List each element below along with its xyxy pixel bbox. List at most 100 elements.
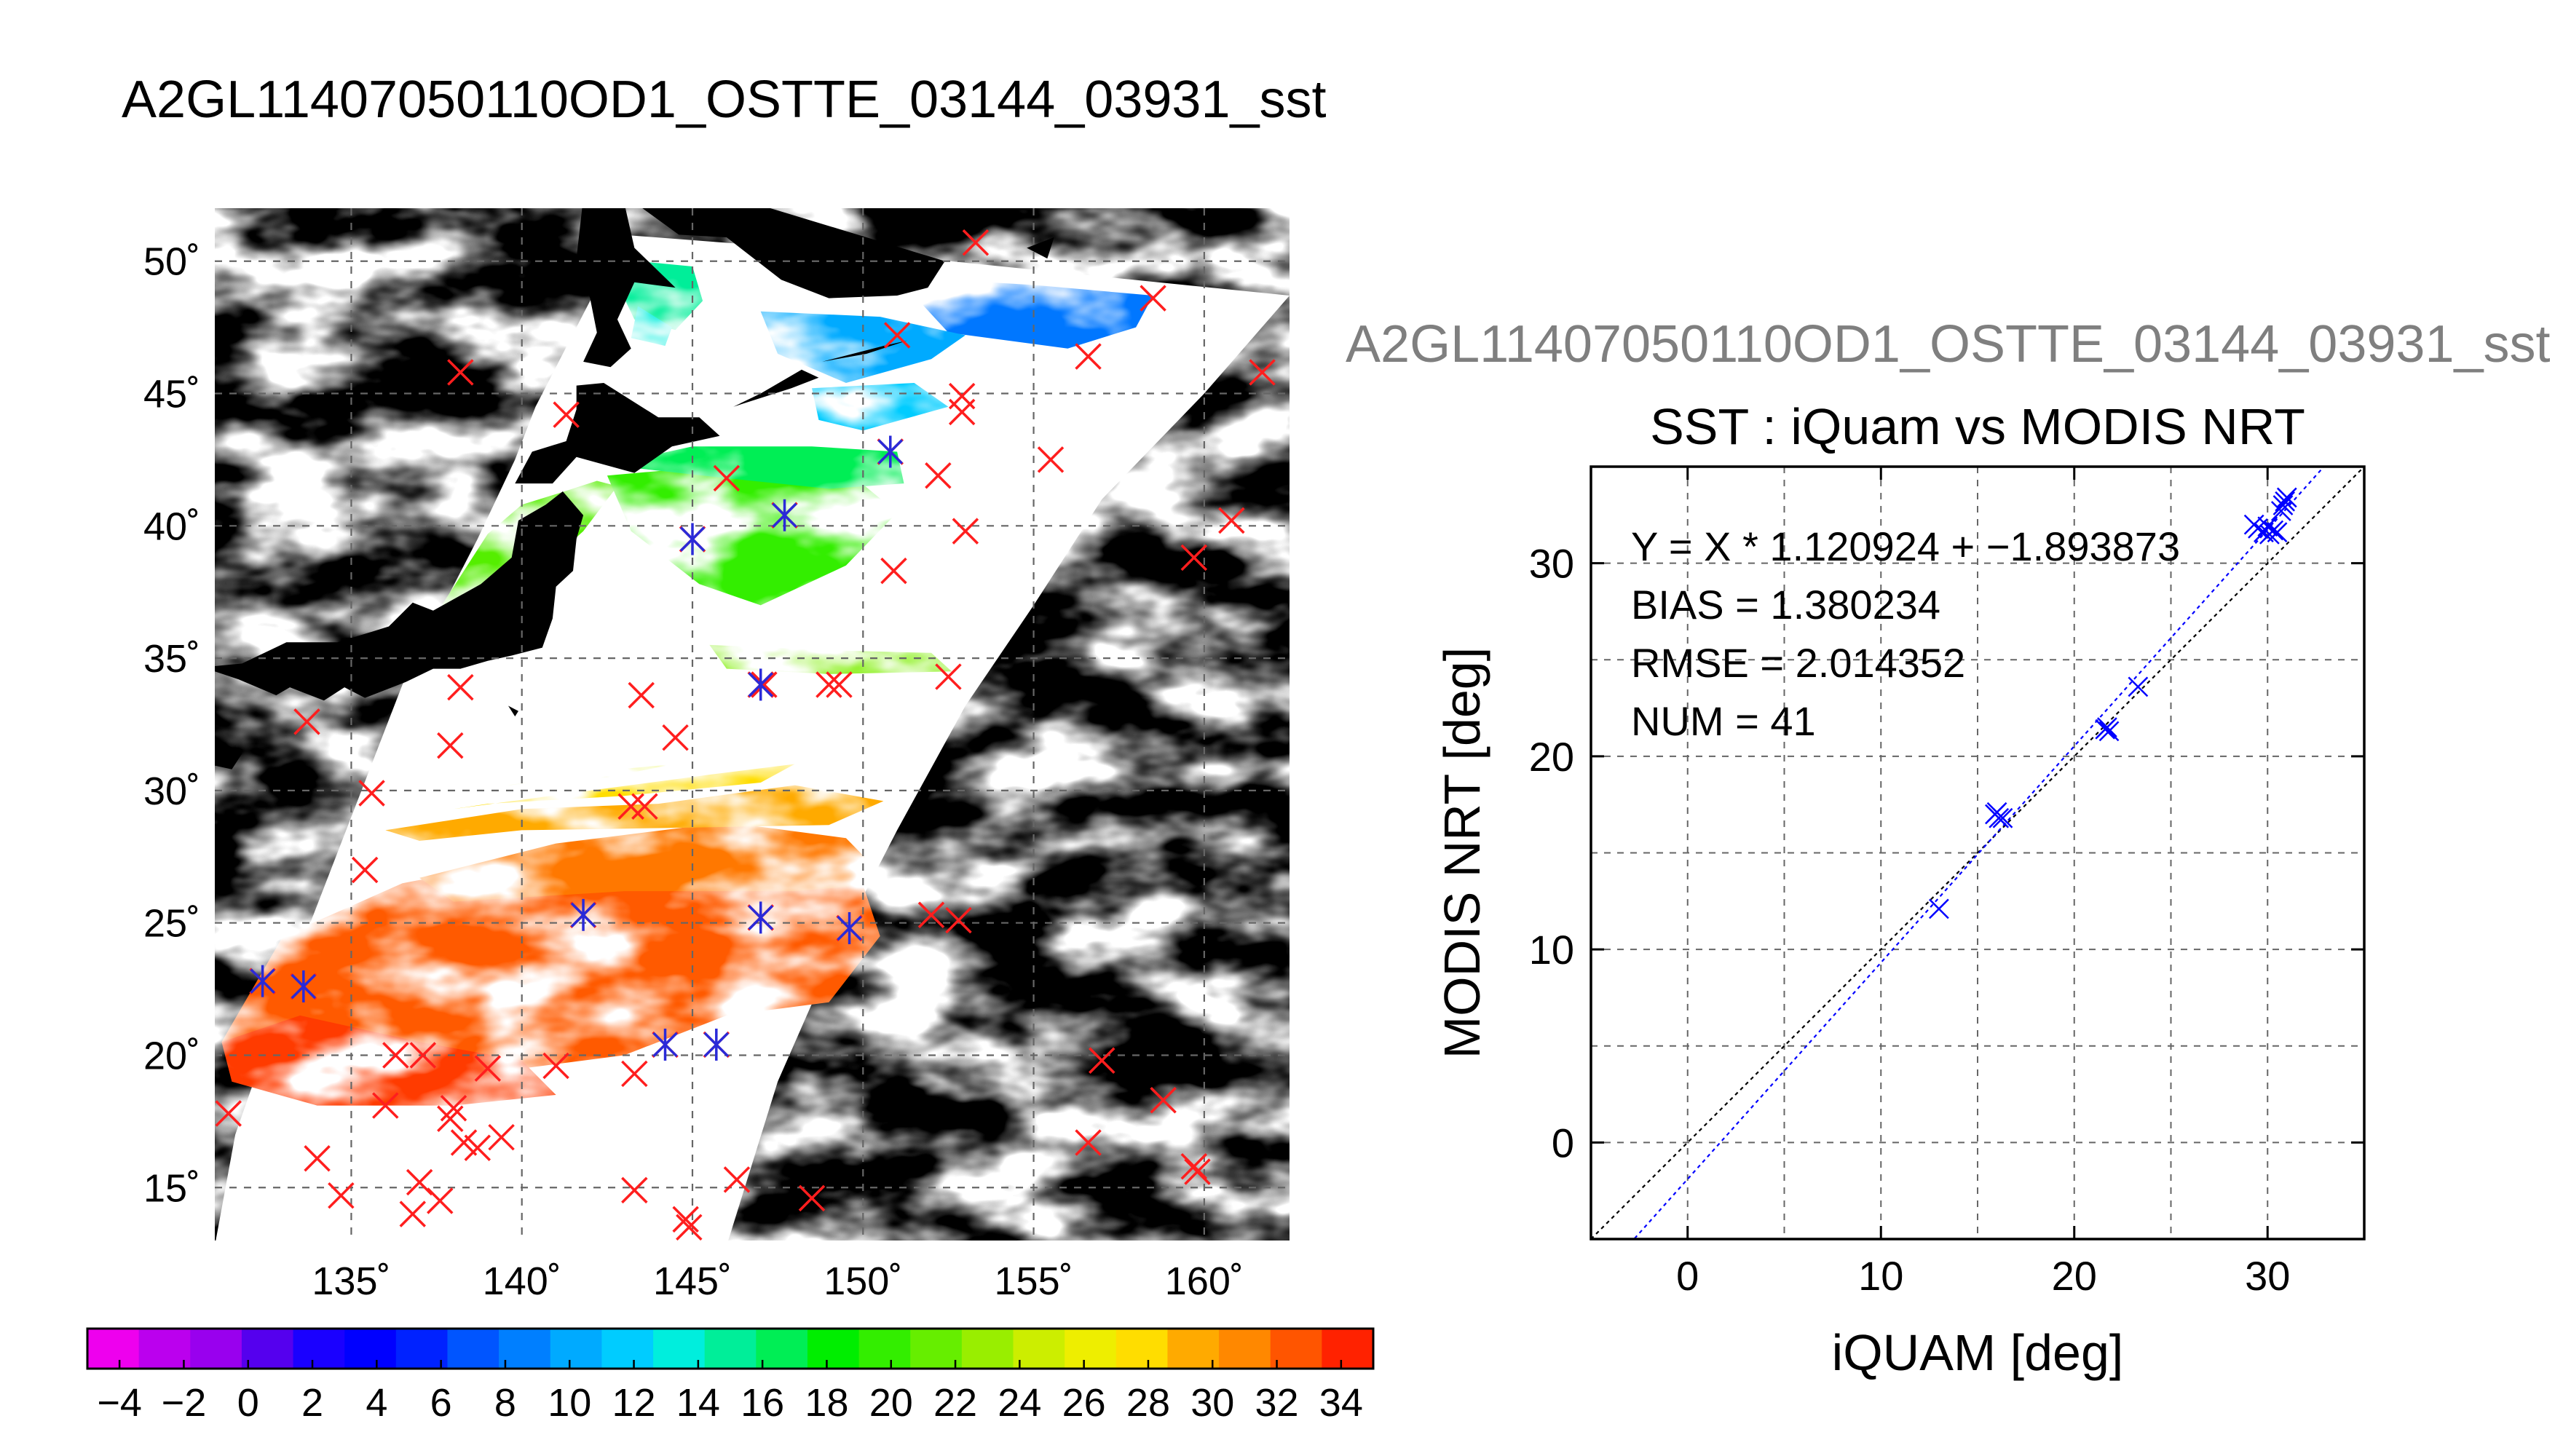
unmatched-buoy-marker (358, 780, 385, 807)
scatter-x-tick-label: 10 (1858, 1253, 1903, 1299)
colorbar-swatch (550, 1329, 602, 1369)
colorbar-swatch (138, 1329, 191, 1369)
unmatched-buoy-marker (952, 518, 979, 545)
scatter-point (1929, 898, 1949, 919)
colorbar-swatch (499, 1329, 551, 1369)
colorbar-swatch (1013, 1329, 1065, 1369)
colorbar-tick-label: 4 (366, 1381, 387, 1425)
unmatched-buoy-marker (816, 671, 842, 698)
colorbar-tick-label: 32 (1255, 1381, 1299, 1425)
colorbar-swatch (1167, 1329, 1220, 1369)
cloud-texture (215, 208, 1290, 1241)
unmatched-buoy-marker (617, 793, 644, 820)
colorbar-swatch (395, 1329, 448, 1369)
scatter-frame (1590, 465, 2366, 1241)
matched-buoy-marker (877, 435, 904, 468)
unmatched-buoy-marker (409, 1042, 437, 1069)
unmatched-buoy-marker (676, 1214, 703, 1241)
colorbar-tick-label: 24 (998, 1381, 1041, 1425)
unmatched-buoy-marker (447, 673, 474, 701)
scatter-x-tick-label: 30 (2245, 1253, 2290, 1299)
unmatched-buoy-marker (488, 1123, 515, 1151)
unmatched-buoy-marker (437, 1105, 464, 1132)
scatter-point (1992, 807, 2013, 828)
map-y-tick-label: 15˚ (143, 1166, 200, 1210)
map-clip-group (215, 208, 1290, 1241)
colorbar-swatch (344, 1329, 397, 1369)
landmass (215, 737, 242, 769)
landmass (576, 208, 676, 368)
map-y-tick-label: 20˚ (143, 1034, 200, 1077)
colorbar-swatch (601, 1329, 654, 1369)
unmatched-buoy-marker (293, 708, 320, 735)
scatter-title: SST : iQuam vs MODIS NRT (1650, 398, 2305, 455)
unmatched-buoy-marker (553, 401, 580, 428)
matched-buoy-marker (290, 970, 317, 1002)
colorbar-tick-label: 14 (676, 1381, 720, 1425)
colorbar: −4 −2 0 2 4 6 8 10 12 14 16 18 20 22 24 26 28 30 32 34 (86, 1327, 1375, 1425)
scatter-annotation: NUM = 41 (1631, 698, 1816, 744)
colorbar-tick-label: −4 (97, 1381, 142, 1425)
colorbar-tick-label: 30 (1190, 1381, 1234, 1425)
map-x-tick-label: 150˚ (824, 1259, 902, 1303)
colorbar-tick-label: 26 (1062, 1381, 1106, 1425)
colorbar-tick-label: 10 (548, 1381, 591, 1425)
scatter-point (2275, 491, 2296, 512)
scatter-point (2128, 676, 2149, 697)
map-x-tick-label: 155˚ (995, 1259, 1073, 1303)
colorbar-tick-label: 2 (301, 1381, 323, 1425)
unmatched-buoy-marker (751, 671, 778, 698)
unmatched-buoy-marker (628, 681, 655, 709)
colorbar-swatch (910, 1329, 963, 1369)
unmatched-buoy-marker (1075, 1129, 1102, 1156)
unmatched-buoy-marker (962, 229, 990, 256)
colorbar-tick-label: 28 (1126, 1381, 1170, 1425)
colorbar-tick-label: 16 (741, 1381, 784, 1425)
colorbar-tick-label: 34 (1319, 1381, 1363, 1425)
colorbar-tick-label: 22 (933, 1381, 977, 1425)
map-y-tick-label: 40˚ (143, 505, 200, 548)
unmatched-buoy-marker (351, 856, 379, 884)
map-y-tick-label: 35˚ (143, 637, 200, 681)
scatter-point (2263, 520, 2284, 541)
unmatched-buoy-marker (450, 1129, 478, 1156)
colorbar-tick-label: −2 (162, 1381, 207, 1425)
colorbar-frame (86, 1327, 1375, 1370)
unmatched-buoy-marker (427, 1187, 454, 1214)
scatter-x-tick-label: 0 (1676, 1253, 1699, 1299)
unmatched-buoy-marker (382, 1042, 409, 1069)
unmatched-buoy-marker (372, 1092, 399, 1119)
colorbar-tick-label: 18 (805, 1381, 848, 1425)
map-x-tick-label: 160˚ (1165, 1259, 1244, 1303)
map-x-tick-label: 140˚ (483, 1259, 561, 1303)
scatter-point (1989, 807, 2010, 828)
unmatched-buoy-marker (542, 1052, 569, 1080)
unmatched-buoy-marker (826, 671, 853, 698)
matched-buoy-marker (771, 499, 798, 531)
unmatched-buoy-marker (464, 1134, 491, 1161)
colorbar-swatch (1270, 1329, 1322, 1369)
unmatched-buoy-marker (1218, 507, 1245, 534)
unmatched-buoy-marker (304, 1145, 331, 1172)
scatter-point (2276, 487, 2297, 508)
colorbar-swatch (241, 1329, 294, 1369)
unmatched-buoy-marker (935, 663, 962, 690)
scatter-x-axis-label: iQUAM [deg] (1832, 1324, 2124, 1381)
matched-buoy-marker (679, 523, 706, 555)
unmatched-buoy-marker (723, 1166, 751, 1193)
scatter-point (2267, 522, 2288, 543)
unmatched-buoy-marker (474, 1055, 502, 1082)
colorbar-swatch (1115, 1329, 1168, 1369)
colorbar-swatch (1322, 1329, 1374, 1369)
colorbar-swatch (87, 1329, 140, 1369)
unmatched-buoy-marker (1249, 359, 1276, 386)
scatter-file-title: A2GL11407050110OD1_OSTTE_03144_03931_sst (1346, 315, 2551, 373)
unmatched-buoy-marker (925, 462, 952, 489)
colorbar-swatch (961, 1329, 1014, 1369)
map-y-tick-label: 50˚ (143, 240, 200, 284)
map-y-tick-label: 25˚ (143, 902, 200, 946)
map-y-tick-label: 30˚ (143, 769, 200, 813)
landmass (508, 705, 518, 717)
matched-buoy-marker (747, 668, 774, 701)
